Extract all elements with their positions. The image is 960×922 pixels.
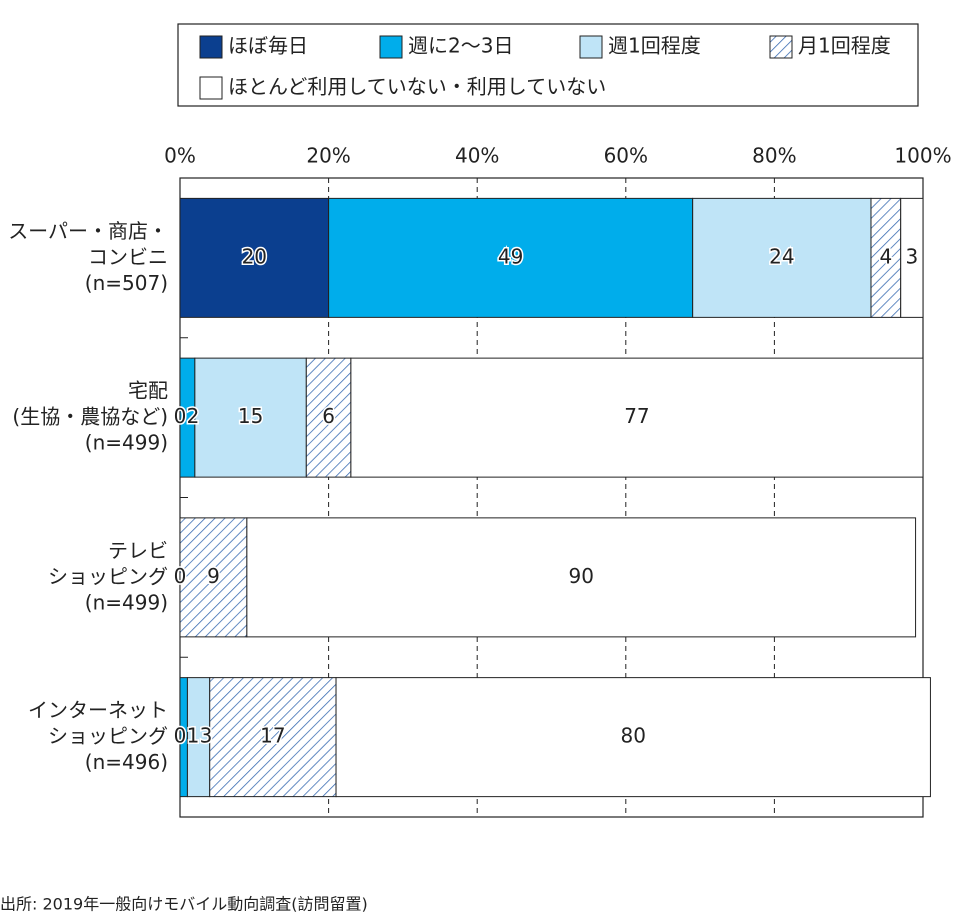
value-label: 4 bbox=[879, 244, 892, 268]
legend-swatch bbox=[199, 76, 223, 100]
bar-segment bbox=[328, 197, 694, 318]
y-tick-label-line: ショッピング bbox=[48, 724, 168, 748]
bar-segment bbox=[350, 357, 924, 478]
bar-segment bbox=[179, 197, 330, 318]
legend-label: 週に2～3日 bbox=[408, 34, 513, 58]
source-note: 出所: 2019年一般向けモバイル動向調査(訪問留置) bbox=[0, 895, 368, 914]
y-tick-label-line: (n=507) bbox=[85, 270, 168, 294]
y-tick-label-line: (n=496) bbox=[85, 750, 168, 774]
value-label: 3 bbox=[200, 724, 213, 748]
bar-segment bbox=[194, 357, 307, 478]
y-tick-label-line: インターネット bbox=[28, 698, 168, 722]
value-label: 0 bbox=[174, 404, 187, 428]
bar-segment bbox=[900, 197, 924, 318]
bar-segment bbox=[335, 677, 931, 798]
legend-swatch bbox=[579, 35, 603, 59]
y-tick-label-line: テレビ bbox=[108, 538, 168, 562]
y-tick-label: テレビショッピング(n=499) bbox=[48, 538, 168, 614]
value-label: 17 bbox=[260, 724, 285, 748]
value-label: 49 bbox=[498, 244, 523, 268]
value-label: 2 bbox=[187, 404, 200, 428]
bar-segment bbox=[179, 517, 248, 638]
y-tick-label-line: コンビニ bbox=[88, 244, 168, 268]
legend-label: 月1回程度 bbox=[798, 34, 891, 58]
value-label: 0 bbox=[174, 564, 187, 588]
x-tick-label: 0% bbox=[164, 144, 196, 168]
bar-segment bbox=[305, 357, 352, 478]
y-tick-label: インターネットショッピング(n=496) bbox=[28, 698, 168, 774]
value-label: 77 bbox=[624, 404, 649, 428]
value-label: 90 bbox=[568, 564, 593, 588]
value-label: 6 bbox=[322, 404, 335, 428]
legend-swatch bbox=[379, 35, 403, 59]
y-tick-label-line: (n=499) bbox=[85, 590, 168, 614]
x-tick-label: 100% bbox=[894, 144, 951, 168]
x-tick-label: 20% bbox=[306, 144, 350, 168]
legend-label: ほぼ毎日 bbox=[228, 34, 308, 58]
value-label: 9 bbox=[207, 564, 220, 588]
legend-label: ほとんど利用していない・利用していない bbox=[228, 75, 606, 99]
value-label: 20 bbox=[242, 244, 267, 268]
value-label: 1 bbox=[187, 724, 200, 748]
legend-swatch bbox=[199, 35, 223, 59]
x-tick-label: 80% bbox=[752, 144, 796, 168]
legend-box bbox=[177, 23, 919, 107]
legend-swatch bbox=[769, 35, 793, 59]
y-tick-label-line: (生協・農協など) bbox=[12, 404, 168, 428]
y-tick-label: 宅配(生協・農協など) (n=499) bbox=[12, 378, 168, 454]
value-label: 80 bbox=[621, 724, 646, 748]
bar-segment bbox=[246, 517, 917, 638]
y-tick-label: スーパー・商店・コンビニ(n=507) bbox=[8, 218, 168, 294]
y-tick-label-line: ショッピング bbox=[48, 564, 168, 588]
x-tick-label: 60% bbox=[604, 144, 648, 168]
legend-label: 週1回程度 bbox=[608, 34, 701, 58]
value-label: 0 bbox=[174, 724, 187, 748]
y-tick-label-line: 宅配 bbox=[128, 378, 168, 402]
value-label: 24 bbox=[769, 244, 794, 268]
bar-segment bbox=[209, 677, 337, 798]
value-label: 3 bbox=[905, 244, 918, 268]
y-tick-label-line: スーパー・商店・ bbox=[8, 218, 168, 242]
bar-segment bbox=[692, 197, 872, 318]
x-tick-label: 40% bbox=[455, 144, 499, 168]
value-label: 15 bbox=[238, 404, 263, 428]
y-tick-label-line: (n=499) bbox=[85, 430, 168, 454]
